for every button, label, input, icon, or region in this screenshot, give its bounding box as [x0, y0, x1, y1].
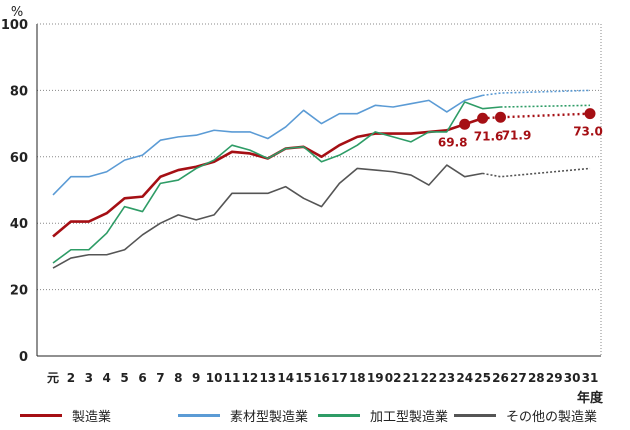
legend-label: 製造業 — [72, 409, 112, 425]
data-markers — [459, 108, 596, 130]
x-tick-label: 8 — [174, 371, 182, 385]
x-tick-label: 22 — [421, 371, 438, 385]
x-tick-label: 28 — [528, 371, 545, 385]
x-tick-label: 31 — [582, 371, 599, 385]
x-tick-label: 4 — [103, 371, 111, 385]
data-label: 69.8 — [438, 135, 468, 149]
y-tick-label: 60 — [10, 151, 28, 166]
legend-item-manufacturing: 製造業 — [20, 404, 111, 426]
series-projection-line — [482, 112, 591, 120]
legend-item-material: 素材型製造業 — [178, 404, 308, 426]
series-line — [52, 94, 483, 196]
data-marker — [495, 111, 506, 123]
legend-swatch-other — [454, 413, 496, 417]
grid-lines — [36, 23, 602, 357]
x-tick-label: 7 — [156, 371, 164, 385]
x-tick-label: 16 — [313, 371, 330, 385]
data-marker — [477, 112, 489, 124]
data-labels: 69.8 71.671.9 73.0 — [438, 125, 603, 150]
data-marker — [459, 118, 471, 130]
series-projection-line — [482, 89, 591, 97]
series-lines — [52, 89, 591, 269]
x-axis-ticks: 元 2 3 4 5 6 7 8 9 10 11 12 13 14 15 16 17 18 19 02 21 22 23 24 2… — [47, 371, 598, 385]
series-projection-line — [482, 167, 591, 178]
x-tick-label: 18 — [349, 371, 366, 385]
x-tick-label: 15 — [295, 371, 312, 385]
x-tick-label: 9 — [192, 371, 200, 385]
x-tick-label: 13 — [259, 371, 276, 385]
x-tick-label: 17 — [331, 371, 348, 385]
x-tick-label: 26 — [492, 371, 509, 385]
y-tick-label: 100 — [1, 18, 28, 33]
x-tick-label: 元 — [47, 371, 59, 385]
x-tick-label: 27 — [510, 371, 527, 385]
legend-label: その他の製造業 — [506, 409, 598, 425]
y-tick-label: 0 — [19, 350, 28, 365]
series-line — [52, 117, 484, 238]
x-tick-label: 14 — [277, 371, 294, 385]
y-tick-label: 80 — [10, 84, 28, 99]
x-tick-label: 19 — [367, 371, 384, 385]
x-tick-label: 23 — [438, 371, 455, 385]
x-tick-label: 3 — [85, 371, 93, 385]
y-tick-label: 20 — [10, 284, 28, 299]
series-projection-line — [500, 104, 591, 108]
data-label: 73.0 — [573, 125, 603, 139]
x-tick-label: 02 — [385, 371, 402, 385]
x-tick-label: 29 — [546, 371, 563, 385]
x-tick-label: 24 — [456, 371, 473, 385]
data-label: 71.6 — [474, 129, 504, 143]
y-tick-label: 40 — [10, 217, 28, 232]
legend-label: 加工型製造業 — [370, 409, 449, 425]
x-tick-label: 30 — [564, 371, 581, 385]
legend-swatch-manufacturing — [20, 413, 62, 417]
x-tick-label: 12 — [242, 371, 259, 385]
legend-swatch-processing — [318, 413, 360, 417]
x-tick-label: 6 — [138, 371, 146, 385]
y-axis-ticks: 0 20 40 60 80 100 — [1, 18, 28, 365]
y-axis-label: % — [11, 5, 23, 20]
x-tick-label: 11 — [224, 371, 241, 385]
legend: 製造業 素材型製造業 加工型製造業 その他の製造業 — [0, 404, 630, 426]
x-tick-label: 5 — [120, 371, 128, 385]
data-marker — [584, 108, 596, 120]
legend-item-other: その他の製造業 — [454, 404, 597, 426]
series-line — [52, 164, 483, 269]
series-line — [52, 101, 501, 264]
legend-item-processing: 加工型製造業 — [318, 404, 448, 426]
x-tick-label: 10 — [206, 371, 223, 385]
x-tick-label: 25 — [474, 371, 491, 385]
x-tick-label: 21 — [403, 371, 420, 385]
legend-swatch-material — [178, 413, 220, 417]
legend-label: 素材型製造業 — [230, 409, 309, 425]
x-tick-label: 2 — [67, 371, 75, 385]
data-label: 71.9 — [502, 128, 532, 142]
x-axis-label: 年度 — [577, 390, 604, 406]
